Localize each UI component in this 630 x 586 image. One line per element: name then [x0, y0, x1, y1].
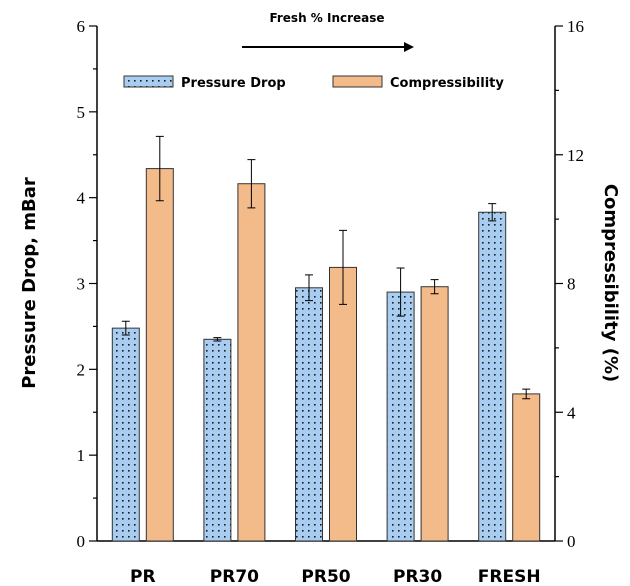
legend-swatch-compressibility: [332, 75, 383, 88]
annotation-text: Fresh % Increase: [269, 11, 384, 25]
bar-pressure-drop: [386, 291, 415, 542]
y-tick-label: 4: [77, 189, 86, 208]
x-tick-label: PR70: [210, 567, 259, 586]
legend-label-pressure-drop: Pressure Drop: [181, 76, 286, 91]
y2-tick-label: 4: [567, 403, 576, 422]
error-bar-pressure-drop: [121, 320, 130, 336]
x-tick-label: PR30: [393, 567, 442, 586]
y2-axis-title: Compressibility (%): [600, 184, 621, 382]
legend-swatch-pressure-drop: [123, 75, 174, 88]
error-bar-compressibility: [522, 388, 531, 400]
y-tick-label: 5: [77, 103, 86, 122]
bar-pressure-drop: [478, 211, 507, 542]
legend-label-compressibility: Compressibility: [390, 76, 504, 91]
error-bar-compressibility: [430, 279, 439, 295]
error-bar-compressibility: [339, 229, 347, 305]
error-bar-compressibility: [247, 159, 256, 209]
bar-compressibility: [237, 183, 266, 542]
y-tick-label: 2: [77, 360, 86, 379]
bar-compressibility: [512, 393, 541, 542]
error-bar-pressure-drop: [488, 203, 497, 222]
bar-pressure-drop: [203, 338, 232, 542]
x-tick-label: PR50: [301, 567, 350, 586]
error-bar-pressure-drop: [213, 337, 222, 342]
legend: Pressure Drop Compressibility: [123, 75, 504, 91]
y2-tick-label: 8: [567, 275, 576, 294]
error-bar-compressibility: [155, 135, 164, 202]
y-axis-title: Pressure Drop, mBar: [19, 177, 40, 389]
y-tick-label: 3: [77, 275, 86, 294]
bars: [111, 135, 541, 542]
y2-tick-label: 16: [567, 17, 584, 36]
x-tick-label: FRESH: [478, 567, 541, 586]
bar-pressure-drop: [111, 327, 140, 542]
y-tick-label: 0: [77, 532, 86, 551]
y2-tick-label: 0: [567, 532, 576, 551]
bar-compressibility: [329, 266, 357, 542]
x-tick-label: PR: [130, 567, 156, 586]
y-tick-label: 1: [77, 446, 86, 465]
bar-compressibility: [145, 168, 174, 542]
y2-tick-label: 12: [567, 146, 584, 165]
bar-compressibility: [420, 286, 449, 542]
error-bar-pressure-drop: [305, 274, 313, 302]
y-tick-label: 6: [77, 17, 86, 36]
error-bar-pressure-drop: [396, 267, 405, 317]
bar-pressure-drop: [295, 287, 323, 542]
